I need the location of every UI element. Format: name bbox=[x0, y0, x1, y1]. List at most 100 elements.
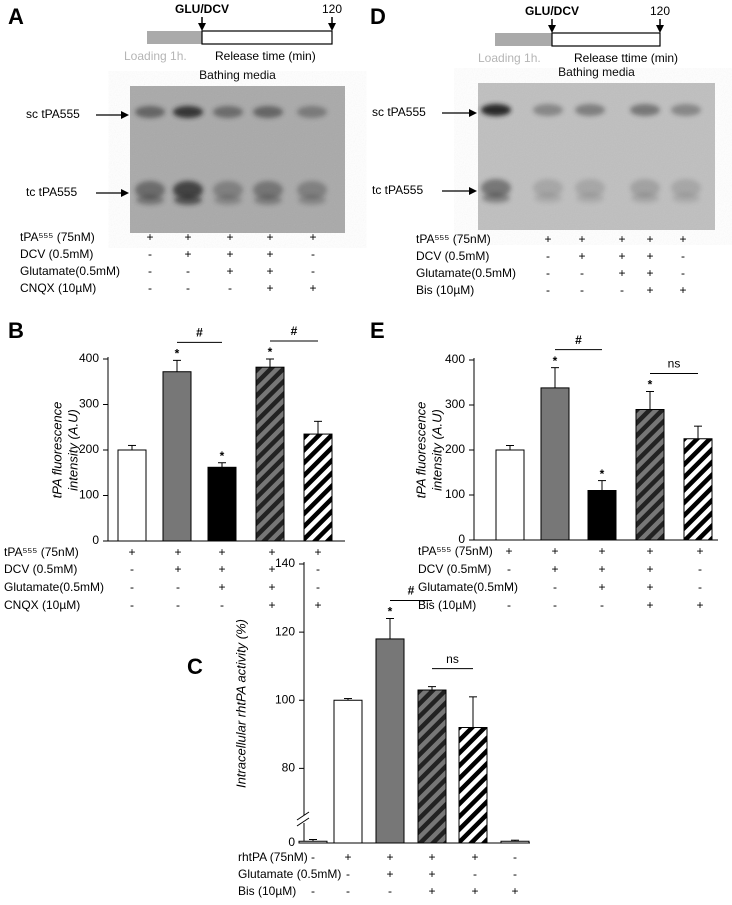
condition-sign: + bbox=[184, 230, 191, 244]
condition-sign: + bbox=[646, 232, 653, 246]
condition-sign: + bbox=[174, 562, 181, 576]
bracket-label: ns bbox=[446, 652, 459, 666]
bar bbox=[417, 689, 447, 844]
y-tick-label: 100 bbox=[445, 487, 465, 501]
time-end-label: 120 bbox=[650, 4, 670, 18]
condition-sign: + bbox=[618, 249, 625, 263]
condition-sign: - bbox=[148, 247, 152, 261]
condition-label: CNQX (10µM) bbox=[4, 598, 80, 612]
significance-star: * bbox=[175, 347, 180, 361]
timeline-loading bbox=[147, 31, 202, 44]
condition-sign: + bbox=[218, 545, 225, 559]
arrow-head bbox=[121, 111, 129, 119]
timeline-release bbox=[551, 32, 661, 47]
condition-sign: + bbox=[618, 266, 625, 280]
condition-sign: + bbox=[646, 283, 653, 297]
y-tick-label: 100 bbox=[275, 692, 295, 706]
gel-band bbox=[136, 195, 164, 205]
condition-sign: + bbox=[551, 562, 558, 576]
condition-sign: - bbox=[311, 850, 315, 864]
condition-sign: - bbox=[553, 580, 557, 594]
band-label: sc tPA555 bbox=[26, 107, 80, 121]
significance-star: * bbox=[648, 378, 653, 392]
bracket-label: ns bbox=[668, 357, 681, 371]
condition-sign: - bbox=[346, 867, 350, 881]
condition-label: Glutamate(0.5mM) bbox=[416, 266, 516, 280]
bar bbox=[333, 699, 363, 844]
panel-letter: B bbox=[8, 318, 24, 343]
condition-sign: + bbox=[344, 850, 351, 864]
axis-break-mark bbox=[296, 817, 310, 827]
condition-sign: + bbox=[226, 230, 233, 244]
arrow-head bbox=[469, 109, 477, 117]
condition-sign: - bbox=[473, 867, 477, 881]
condition-sign: - bbox=[600, 598, 604, 612]
gel-band bbox=[481, 104, 511, 116]
condition-sign: + bbox=[268, 598, 275, 612]
gel-band bbox=[630, 104, 660, 116]
y-axis-label: tPA fluorescence bbox=[413, 402, 428, 499]
bracket-label: # bbox=[291, 324, 298, 338]
release-label: Release ttime (min) bbox=[574, 51, 678, 65]
condition-sign: + bbox=[268, 562, 275, 576]
condition-sign: + bbox=[146, 230, 153, 244]
gel-band bbox=[173, 106, 203, 118]
condition-label: tPA⁵⁵⁵ (75nM) bbox=[416, 232, 491, 246]
gel-band bbox=[533, 104, 563, 116]
gel-band bbox=[173, 181, 203, 199]
condition-sign: - bbox=[220, 598, 224, 612]
condition-sign: + bbox=[551, 544, 558, 558]
condition-sign: - bbox=[507, 562, 511, 576]
condition-sign: - bbox=[698, 562, 702, 576]
condition-sign: - bbox=[388, 884, 392, 898]
axis-break-gap bbox=[297, 815, 311, 823]
condition-sign: - bbox=[698, 580, 702, 594]
condition-sign: - bbox=[553, 598, 557, 612]
condition-sign: + bbox=[471, 850, 478, 864]
bar bbox=[458, 727, 488, 844]
condition-sign: - bbox=[681, 249, 685, 263]
significance-star: * bbox=[553, 354, 558, 368]
condition-sign: - bbox=[346, 884, 350, 898]
gel-band bbox=[631, 193, 659, 203]
media-label: Bathing media bbox=[199, 68, 276, 82]
y-tick-label: 0 bbox=[288, 835, 295, 849]
condition-sign: - bbox=[546, 249, 550, 263]
gel-band bbox=[575, 104, 605, 116]
gel-band bbox=[253, 106, 283, 118]
condition-sign: + bbox=[184, 247, 191, 261]
condition-sign: + bbox=[646, 562, 653, 576]
significance-star: * bbox=[268, 345, 273, 359]
condition-sign: - bbox=[620, 283, 624, 297]
condition-sign: - bbox=[311, 264, 315, 278]
condition-sign: - bbox=[546, 266, 550, 280]
condition-sign: - bbox=[311, 884, 315, 898]
condition-sign: - bbox=[681, 266, 685, 280]
condition-sign: + bbox=[471, 884, 478, 898]
condition-sign: + bbox=[226, 264, 233, 278]
condition-sign: + bbox=[646, 544, 653, 558]
condition-sign: + bbox=[598, 562, 605, 576]
y-tick-label: 200 bbox=[445, 442, 465, 456]
condition-sign: + bbox=[505, 544, 512, 558]
condition-sign: - bbox=[513, 867, 517, 881]
panel-letter: A bbox=[8, 4, 24, 29]
loading-label: Loading 1h. bbox=[124, 49, 187, 63]
y-axis-label: intensity (A.U) bbox=[429, 409, 444, 491]
condition-sign: - bbox=[507, 580, 511, 594]
condition-label: Bis (10µM) bbox=[238, 884, 296, 898]
gel-band bbox=[298, 195, 326, 205]
condition-label: DCV (0.5mM) bbox=[416, 249, 489, 263]
gel-band bbox=[671, 104, 701, 116]
condition-label: rhtPA (75nM) bbox=[238, 850, 308, 864]
condition-sign: + bbox=[428, 884, 435, 898]
significance-star: * bbox=[600, 467, 605, 481]
gel-band bbox=[630, 179, 660, 197]
condition-label: Glutamate(0.5mM) bbox=[418, 580, 518, 594]
condition-sign: + bbox=[314, 545, 321, 559]
condition-sign: + bbox=[428, 867, 435, 881]
release-label: Release time (min) bbox=[215, 49, 316, 63]
condition-sign: - bbox=[580, 266, 584, 280]
y-axis-label: Intracellular rhtPA activity (%) bbox=[233, 619, 248, 788]
